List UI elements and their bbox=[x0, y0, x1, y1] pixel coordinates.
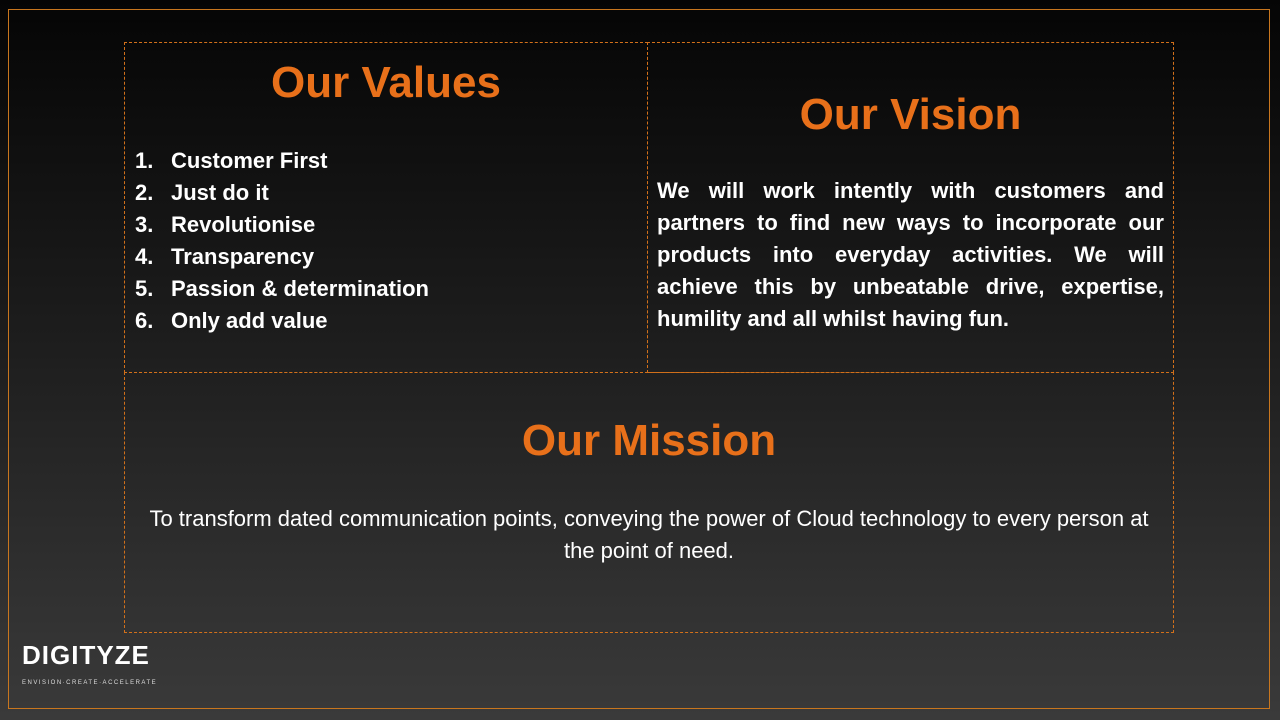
list-item-text: Only add value bbox=[171, 308, 328, 333]
mission-panel: Our Mission To transform dated communica… bbox=[124, 372, 1174, 633]
values-heading: Our Values bbox=[271, 58, 501, 107]
mission-heading: Our Mission bbox=[521, 416, 777, 465]
logo-name: DIGITYZE bbox=[22, 640, 150, 670]
list-item: 6. Only add value bbox=[135, 305, 429, 337]
slide-frame bbox=[8, 9, 1270, 709]
list-item: 2. Just do it bbox=[135, 177, 429, 209]
list-item-text: Just do it bbox=[171, 180, 269, 205]
list-item-number: 4. bbox=[135, 244, 154, 269]
company-logo: DIGITYZE ENVISION·CREATE·ACCELERATE bbox=[22, 642, 157, 686]
logo-tagline: ENVISION·CREATE·ACCELERATE bbox=[22, 680, 158, 686]
list-item-number: 5. bbox=[135, 276, 154, 301]
list-item-text: Transparency bbox=[171, 244, 315, 269]
values-list: 1. Customer First 2. Just do it 3. Revoluti… bbox=[135, 145, 429, 337]
list-item-number: 2. bbox=[135, 180, 154, 205]
list-item: 4. Transparency bbox=[135, 241, 429, 273]
vision-text: We will work intently with customers and… bbox=[657, 178, 1164, 331]
list-item: 5. Passion & determination bbox=[135, 273, 429, 305]
list-item-text: Revolutionise bbox=[171, 212, 316, 237]
vision-heading: Our Vision bbox=[799, 90, 1022, 139]
mission-text: To transform dated communication points,… bbox=[149, 506, 1149, 563]
values-panel: Our Values 1. Customer First 2. Just do it… bbox=[124, 42, 648, 373]
list-item-number: 3. bbox=[135, 212, 154, 237]
vision-panel: Our Vision We will work intently with cu… bbox=[647, 42, 1174, 373]
list-item: 3. Revolutionise bbox=[135, 209, 429, 241]
list-item-text: Passion & determination bbox=[171, 276, 429, 301]
list-item: 1. Customer First bbox=[135, 145, 429, 177]
list-item-number: 6. bbox=[135, 308, 154, 333]
list-item-text: Customer First bbox=[171, 148, 328, 173]
list-item-number: 1. bbox=[135, 148, 154, 173]
